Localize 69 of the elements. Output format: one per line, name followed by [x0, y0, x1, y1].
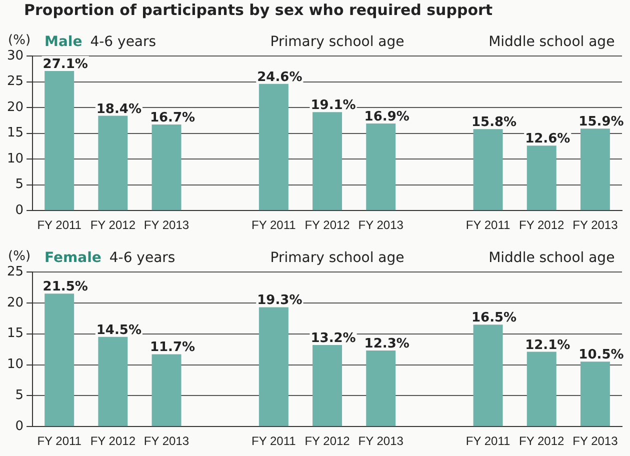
data-label: 12.3% [364, 336, 410, 352]
text: Middle school age [488, 250, 615, 266]
data-label: 13.2% [310, 330, 356, 346]
x-tick-label: FY 2011 [252, 218, 296, 232]
x-tick-label: FY 2013 [144, 218, 190, 232]
y-tick-label: 5 [15, 388, 24, 404]
x-tick-label: FY 2011 [466, 218, 510, 232]
data-label: 16.9% [364, 110, 410, 125]
x-tick-label: FY 2013 [572, 434, 618, 448]
text: Primary school age [270, 250, 404, 266]
y-tick-label: 20 [6, 100, 24, 115]
x-tick-label: FY 2013 [358, 218, 404, 232]
x-tick-label: FY 2011 [466, 434, 510, 448]
data-label: 27.1% [42, 56, 88, 72]
y-tick-label: 0 [15, 418, 24, 434]
x-tick-label: FY 2011 [37, 218, 82, 232]
text: Primary school age [270, 34, 404, 50]
x-tick-label: FY 2012 [90, 434, 136, 448]
y-tick-label: 25 [6, 74, 24, 90]
y-tick-label: 25 [6, 264, 24, 280]
data-label: 11.7% [150, 340, 196, 356]
data-label: 16.7% [150, 110, 196, 126]
bar [98, 116, 128, 210]
data-label: 24.6% [257, 70, 302, 85]
bar [44, 70, 74, 210]
x-tick-label: FY 2011 [252, 434, 296, 448]
chart-title: Proportion of participants by sex who required support [23, 0, 494, 20]
y-tick-label: 30 [6, 48, 24, 64]
data-label: 10.5% [578, 348, 624, 363]
bar [98, 336, 128, 426]
x-tick-label: FY 2012 [519, 218, 565, 232]
data-label: 15.9% [578, 114, 624, 130]
x-tick-label: FY 2012 [304, 218, 350, 232]
bar [526, 146, 556, 210]
x-tick-label: FY 2013 [572, 218, 618, 232]
bar [312, 344, 342, 426]
y-tick-label: 5 [15, 177, 24, 192]
data-label: 16.5% [471, 310, 517, 326]
y-axis-title: (%) [8, 33, 31, 48]
data-label: 18.4% [96, 102, 142, 117]
data-label: 19.3% [257, 293, 302, 308]
x-tick-label: FY 2013 [358, 434, 404, 448]
data-label: 12.6% [525, 132, 570, 147]
bar [258, 307, 288, 426]
bar [312, 112, 342, 210]
chart-subtitle: Male [44, 34, 82, 50]
text: Middle school age [488, 34, 615, 50]
x-tick-label: FY 2012 [90, 218, 136, 232]
x-tick-label: FY 2013 [144, 434, 190, 448]
data-label: 19.1% [310, 98, 356, 114]
y-tick-label: 10 [6, 151, 24, 166]
y-axis-title: (%) [8, 249, 31, 264]
data-label: 14.5% [96, 322, 142, 338]
data-label: 12.1% [525, 338, 570, 353]
y-tick-label: 15 [6, 126, 24, 141]
y-tick-label: 0 [15, 202, 24, 218]
data-label: 15.8% [471, 115, 517, 130]
y-tick-label: 20 [6, 295, 24, 310]
y-tick-label: 10 [6, 357, 24, 372]
y-tick-label: 15 [6, 326, 24, 342]
text: 4-6 years [90, 34, 156, 50]
bar [44, 294, 74, 426]
data-label: 21.5% [42, 280, 88, 295]
x-tick-label: FY 2011 [37, 434, 82, 448]
chart-subtitle: Female [44, 250, 102, 266]
text: 4-6 years [109, 250, 176, 266]
x-tick-label: FY 2012 [304, 434, 350, 448]
bar [258, 84, 288, 210]
x-tick-label: FY 2012 [519, 434, 565, 448]
